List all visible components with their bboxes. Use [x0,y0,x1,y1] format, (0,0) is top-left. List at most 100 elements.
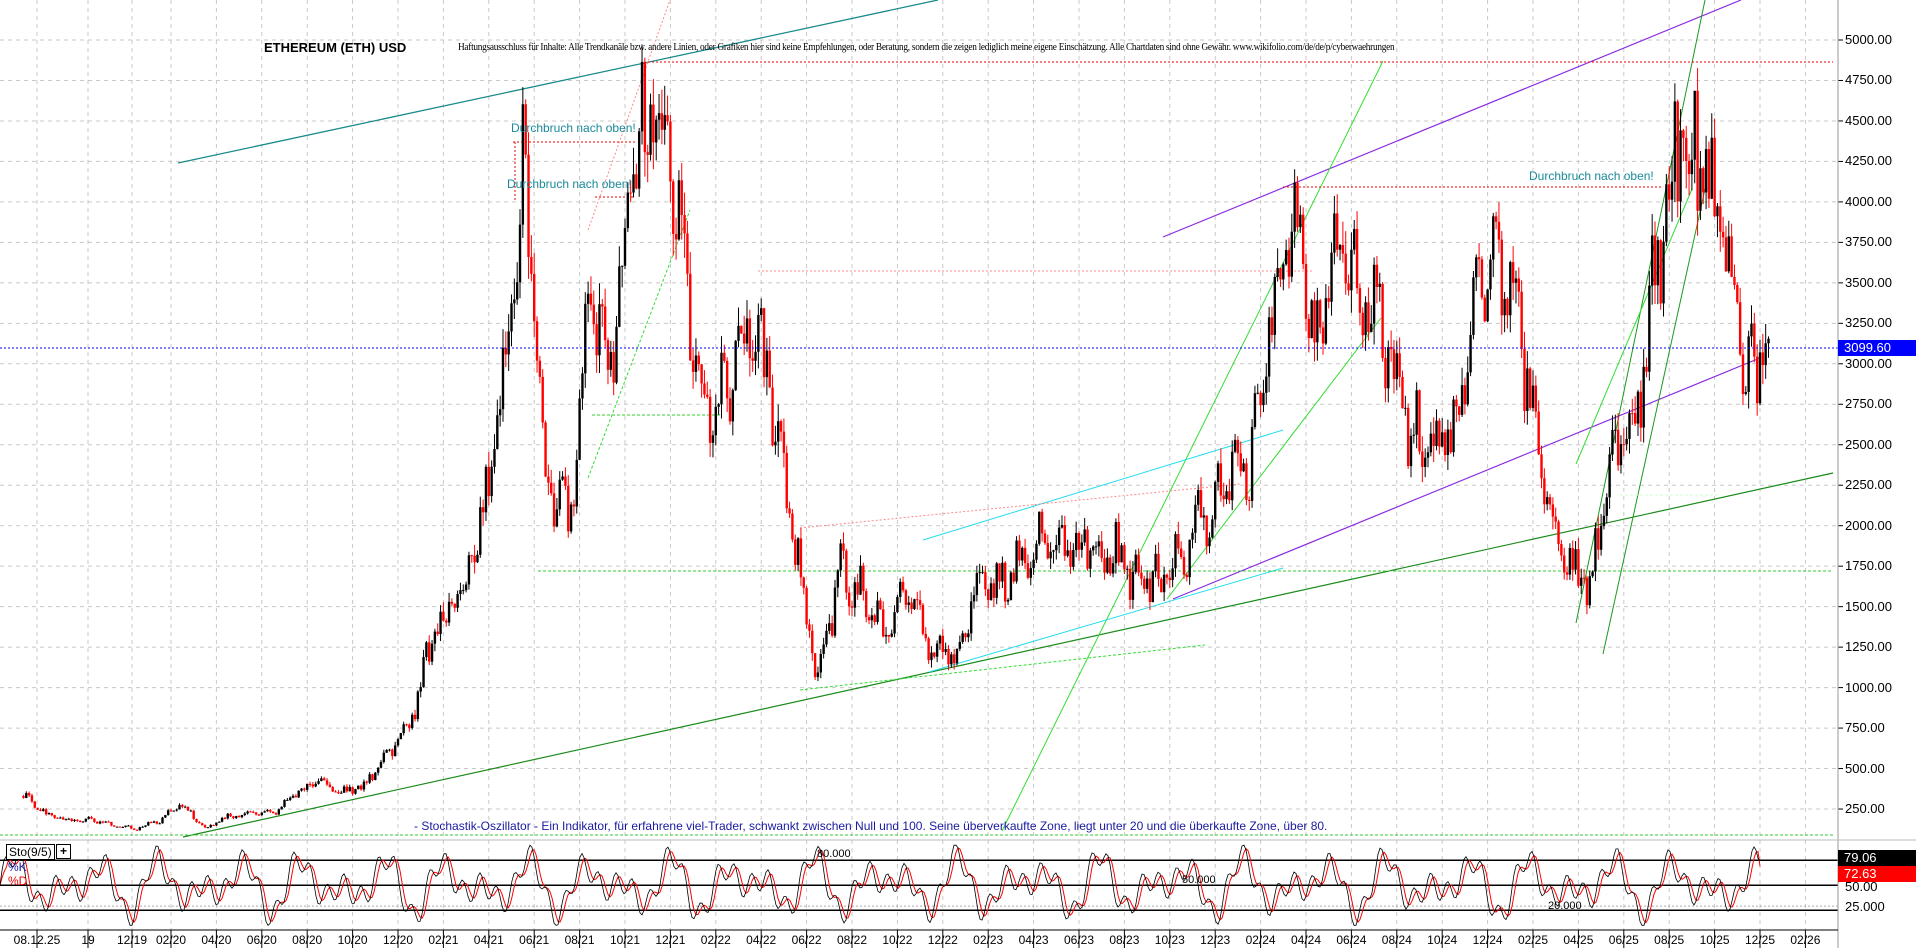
x-tick-label: 06/20 [246,933,277,947]
candle-body [374,772,377,780]
candle-body [1012,572,1015,582]
x-tick-label: 08/21 [564,933,595,947]
candle-body [169,810,173,812]
candle-body [1185,574,1189,578]
current-price-badge: 3099.60 [1838,340,1916,356]
candle-body [1463,385,1467,405]
candle-body [172,810,176,812]
candle-body [1483,297,1486,322]
candle-body [518,224,522,283]
candle-body [306,783,309,790]
x-tick-label: 12/21 [655,933,686,947]
candle-body [1367,302,1370,332]
candle-body [884,634,888,637]
candle-body [1114,522,1118,564]
candle-body [958,641,962,649]
candle-body [459,590,462,595]
candle-body [61,817,65,820]
candle-body [564,476,567,486]
candle-body [578,398,581,460]
candle-body [697,355,700,365]
candle-body [913,599,916,610]
candle-body [1537,411,1540,455]
candle-body [1602,515,1606,526]
candle-body [1231,451,1234,501]
candle-body [1458,406,1461,415]
candle-body [243,813,246,816]
candle-body [845,550,848,593]
candle-body [1668,184,1671,200]
candle-body [1262,392,1265,406]
candle-body [1128,568,1132,600]
candle-body [396,739,400,746]
candle-body [1267,317,1271,377]
annotation-breakout-1: Durchbruch nach oben! [511,121,636,135]
candle-body [1040,511,1044,534]
candle-body [785,452,788,509]
candle-body [351,787,354,794]
candle-body [1032,559,1035,569]
candle-body [813,653,817,678]
candle-body [550,482,553,494]
candle-body [1636,391,1640,424]
candle-body [53,815,56,818]
candle-body [637,131,641,189]
candle-body [1140,572,1143,579]
candle-body [1336,213,1339,250]
candle-body [657,113,661,120]
candle-body [544,422,547,477]
candle-body [323,778,326,781]
candle-body [572,504,576,507]
candle-body [1086,529,1089,569]
candle-body [181,804,184,807]
candle-body [1023,547,1027,564]
candle-body [640,61,644,132]
candle-body [853,582,857,608]
candle-body [1713,137,1716,217]
candle-body [271,811,275,814]
candle-body [552,493,556,527]
candle-body [462,590,465,592]
candle-body [141,826,144,828]
candle-body [632,174,635,193]
candle-body [419,687,422,692]
candle-body [1265,376,1268,393]
candle-body [130,825,133,829]
candle-body [669,121,672,182]
candle-body [1364,302,1367,336]
candle-body [779,421,783,432]
candle-body [584,303,587,374]
candle-body [1418,390,1421,452]
candle-body [433,631,437,644]
candle-body [1202,515,1206,518]
candle-body [1171,568,1174,581]
candle-body [1358,288,1362,313]
candle-body [428,642,431,662]
candle-body [720,352,723,405]
candle-body [992,583,996,598]
candle-body [450,601,454,604]
candle-body [935,643,939,657]
add-indicator-button[interactable]: + [56,844,71,859]
candle-body [856,582,859,595]
candle-body [1074,532,1078,550]
candle-body [555,509,559,527]
candle-body [246,811,249,814]
candle-body [586,293,590,304]
candle-body [879,600,882,610]
candle-body [1565,572,1569,575]
x-tick-label: 02/24 [1245,933,1276,947]
candle-body [365,781,368,783]
candle-body [42,809,45,811]
candle-body [629,192,632,194]
y-tick-label: 750.00 [1845,720,1885,736]
candle-body [1069,550,1072,567]
candle-body [147,822,150,826]
stochastic-indicator-label[interactable]: Sto(9/5) [6,844,55,860]
candle-body [464,584,468,591]
candle-body [788,508,791,514]
x-tick-label: 02/21 [428,933,459,947]
candle-body [652,104,655,143]
candle-body [1741,354,1745,395]
